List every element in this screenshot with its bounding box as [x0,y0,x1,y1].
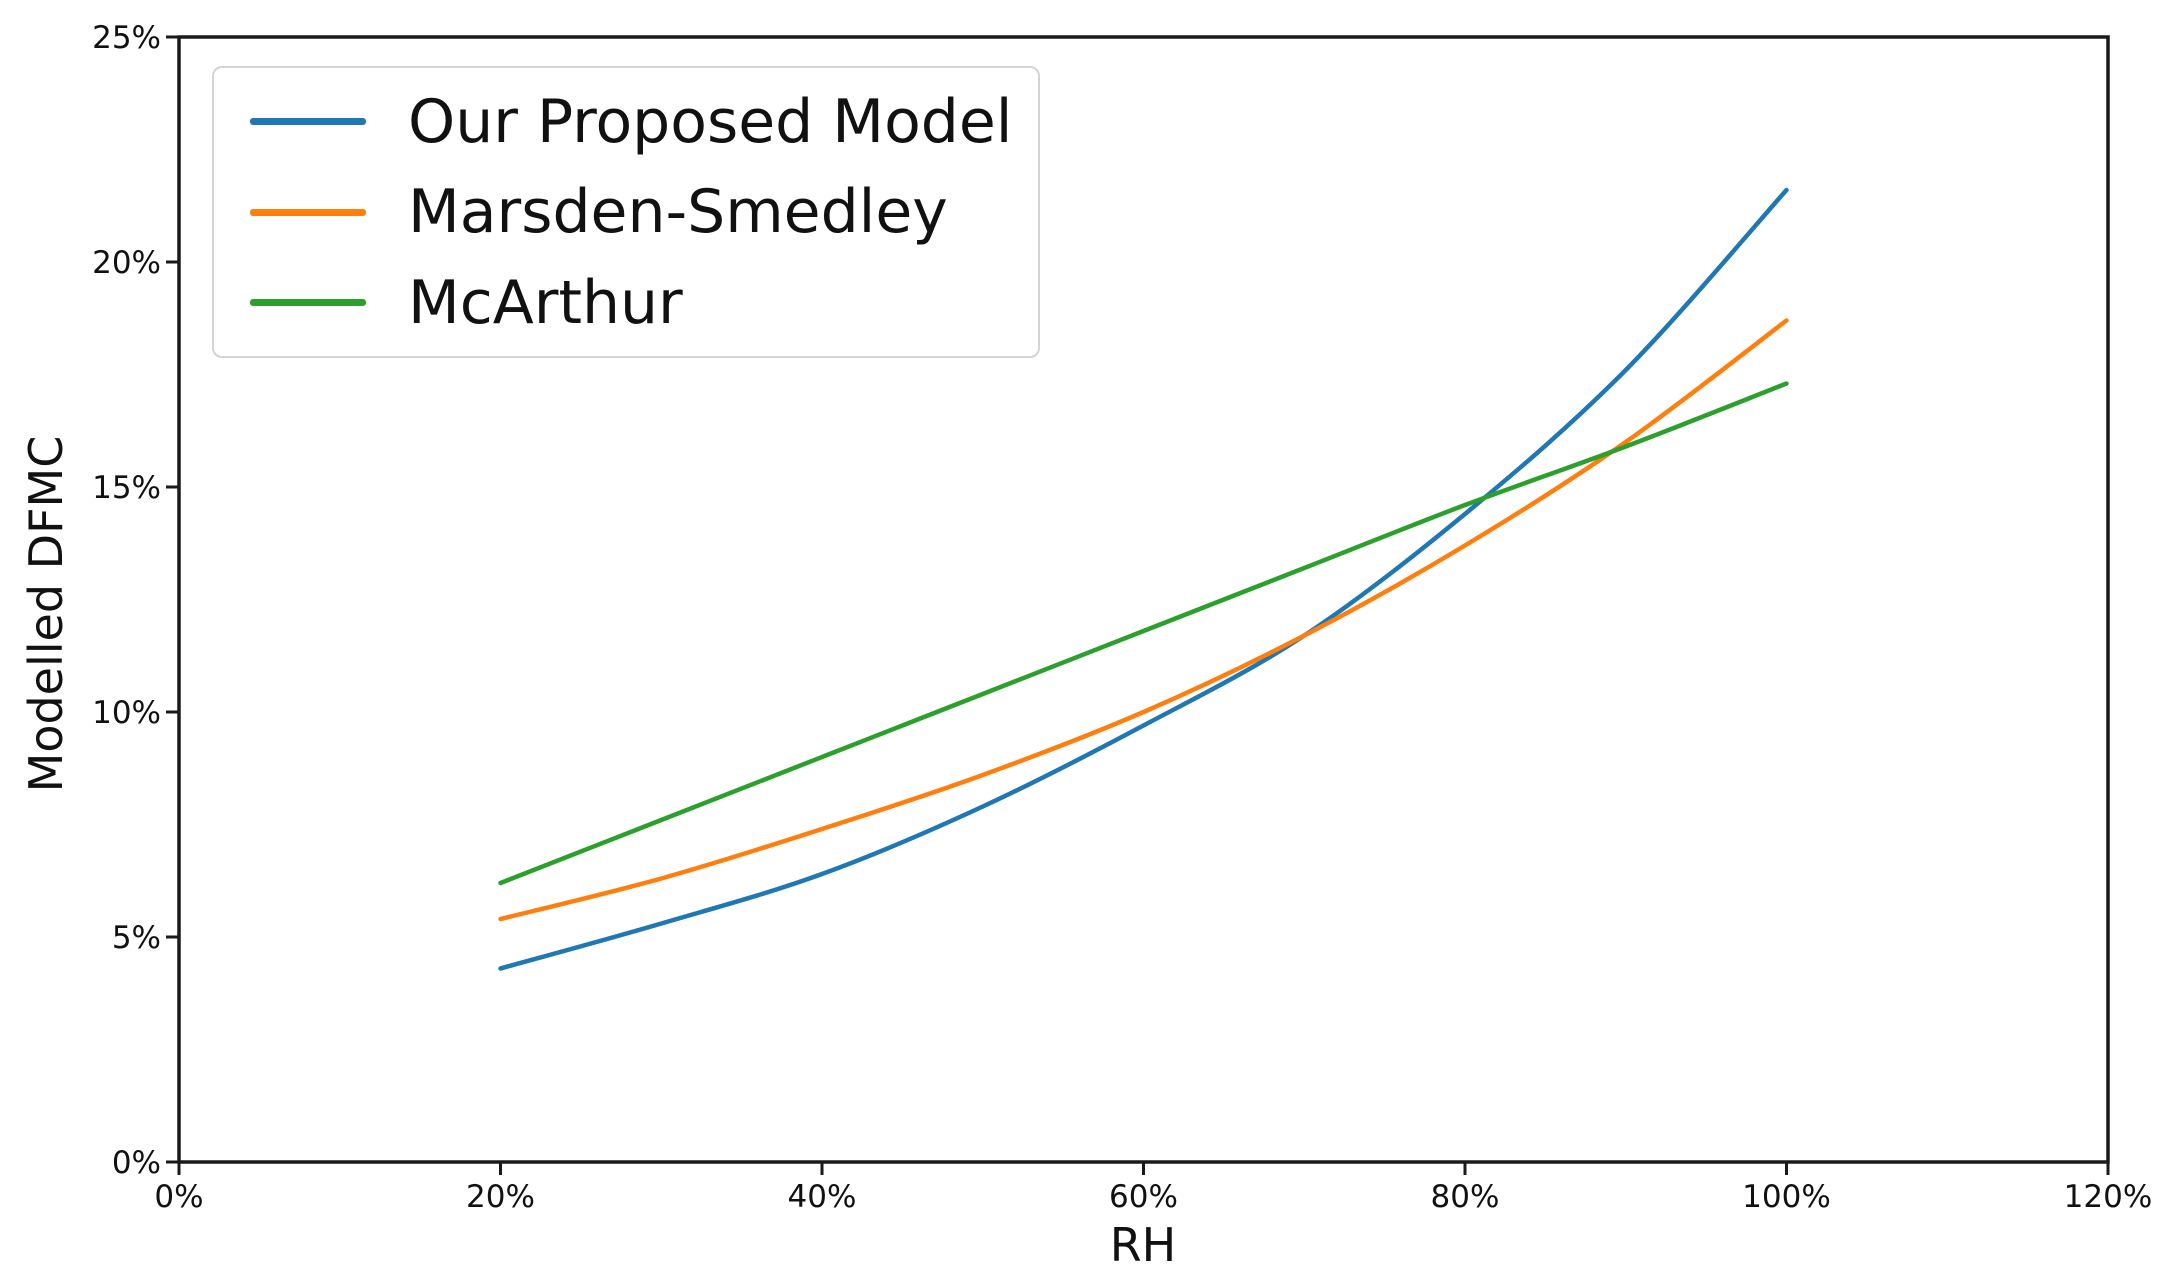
legend: Our Proposed Model Marsden-Smedley McArt… [212,66,1040,358]
x-tick-label: 100% [1742,1179,1831,1215]
x-tick-label: 60% [1109,1179,1178,1215]
y-tick-label: 10% [92,695,161,731]
x-tick-label: 40% [788,1179,857,1215]
legend-label-mcarthur: McArthur [408,267,683,338]
legend-line-swatch-green [250,299,366,306]
legend-line-swatch-blue [250,118,366,125]
series-line-mcarthur [498,381,1789,886]
legend-line-swatch-orange [250,208,366,216]
x-tick-label: 120% [2064,1179,2153,1215]
y-tick-label: 0% [112,1145,161,1181]
y-axis-label: Modelled DFMC [19,435,73,793]
x-axis-label: RH [1109,1218,1177,1272]
legend-item-mcarthur: McArthur [214,260,1038,346]
series-line-our-proposed-model [498,187,1789,971]
legend-label-marsden-smedley: Marsden-Smedley [408,177,948,247]
x-tick-label: 20% [466,1179,535,1215]
x-tick-label: 0% [154,1179,203,1215]
y-tick-label: 25% [92,20,161,56]
x-tick-label: 80% [1431,1179,1500,1215]
legend-item-our-proposed-model: Our Proposed Model [214,79,1038,165]
legend-item-marsden-smedley: Marsden-Smedley [214,169,1038,255]
series-line-marsden-smedley [498,318,1789,922]
y-tick-label: 15% [92,470,161,506]
legend-label-our-proposed-model: Our Proposed Model [408,86,1013,157]
y-tick-label: 20% [92,245,161,281]
y-tick-label: 5% [112,920,161,956]
